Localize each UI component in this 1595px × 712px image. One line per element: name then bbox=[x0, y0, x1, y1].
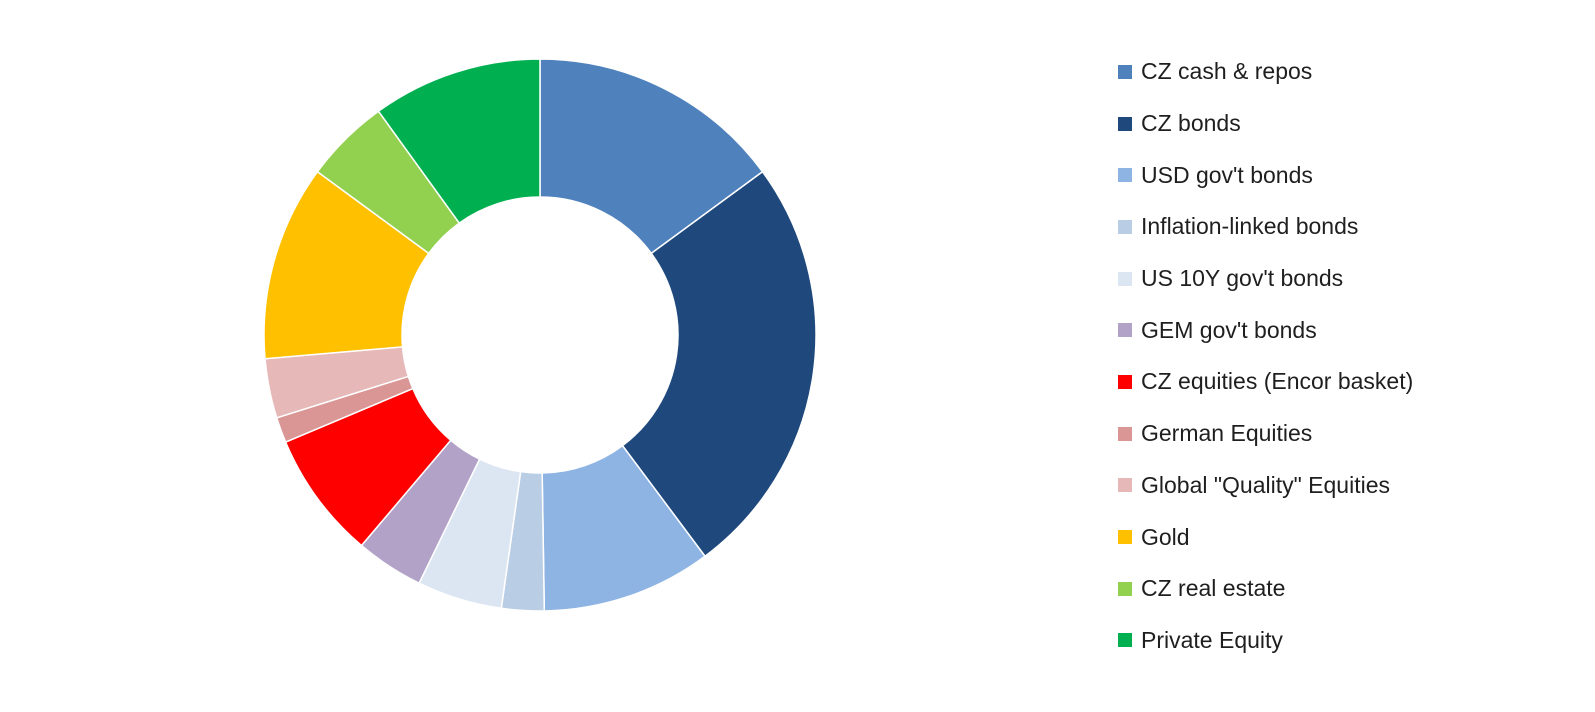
donut-slice-2 bbox=[621, 170, 817, 558]
legend-item: USD gov't bonds bbox=[1118, 149, 1413, 201]
legend-swatch bbox=[1118, 323, 1132, 338]
legend-label: CZ bonds bbox=[1141, 110, 1241, 137]
legend-label: Global "Quality" Equities bbox=[1141, 471, 1391, 498]
legend-swatch bbox=[1118, 374, 1132, 389]
legend-label: CZ equities (Encor basket) bbox=[1141, 368, 1414, 395]
legend-label: CZ real estate bbox=[1141, 575, 1286, 602]
donut-slice-12 bbox=[377, 58, 541, 225]
legend-label: US 10Y gov't bonds bbox=[1141, 265, 1344, 292]
legend-item: Private Equity bbox=[1118, 615, 1413, 667]
legend-swatch bbox=[1118, 581, 1132, 596]
legend-item: GEM gov't bonds bbox=[1118, 304, 1413, 356]
legend-swatch bbox=[1118, 116, 1132, 131]
legend-item: CZ bonds bbox=[1118, 98, 1413, 150]
legend-label: Private Equity bbox=[1141, 626, 1283, 653]
legend-swatch bbox=[1118, 219, 1132, 234]
legend-label: Gold bbox=[1141, 523, 1190, 550]
legend-item: Global "Quality" Equities bbox=[1118, 460, 1413, 512]
legend-swatch bbox=[1118, 64, 1132, 79]
legend-swatch bbox=[1118, 478, 1132, 493]
legend-label: Inflation-linked bonds bbox=[1141, 213, 1359, 240]
legend-item: CZ equities (Encor basket) bbox=[1118, 356, 1413, 408]
legend-label: German Equities bbox=[1141, 420, 1313, 447]
legend-swatch bbox=[1118, 271, 1132, 286]
legend-item: US 10Y gov't bonds bbox=[1118, 253, 1413, 305]
legend-swatch bbox=[1118, 426, 1132, 441]
legend-swatch bbox=[1118, 168, 1132, 183]
donut-slices bbox=[263, 58, 817, 612]
legend-label: GEM gov't bonds bbox=[1141, 316, 1317, 343]
legend-item: CZ cash & repos bbox=[1118, 46, 1413, 98]
legend-item: CZ real estate bbox=[1118, 563, 1413, 615]
chart-legend: CZ cash & repos CZ bonds USD gov't bonds In… bbox=[1118, 46, 1413, 666]
donut-slice-1 bbox=[539, 58, 764, 255]
legend-item: German Equities bbox=[1118, 408, 1413, 460]
legend-item: Inflation-linked bonds bbox=[1118, 201, 1413, 253]
legend-label: CZ cash & repos bbox=[1141, 58, 1313, 85]
legend-item: Gold bbox=[1118, 511, 1413, 563]
legend-label: USD gov't bonds bbox=[1141, 161, 1313, 188]
legend-swatch bbox=[1118, 530, 1132, 545]
legend-swatch bbox=[1118, 633, 1132, 648]
